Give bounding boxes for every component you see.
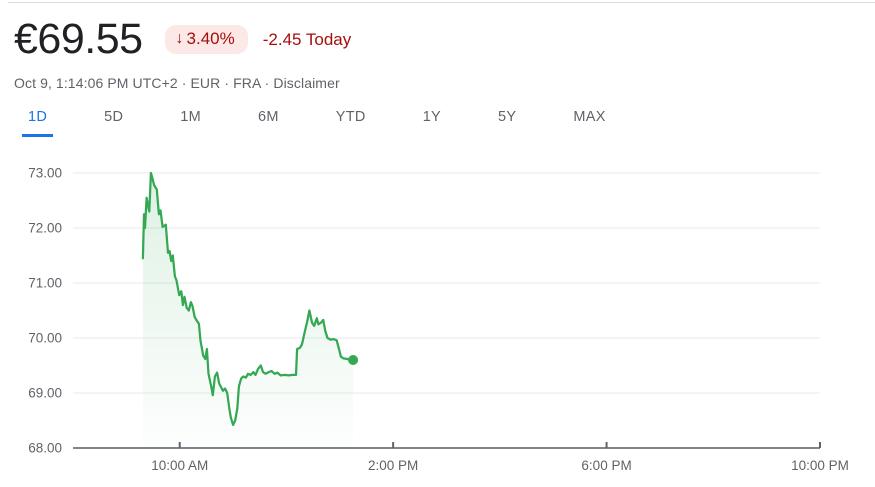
series-area [142,173,354,448]
arrow-down-icon: ↓ [175,30,184,48]
x-tick-label: 2:00 PM [368,458,418,473]
y-tick-label: 72.00 [28,221,62,236]
x-tick-label: 6:00 PM [581,458,631,473]
tab-5y[interactable]: 5Y [492,105,522,137]
series-line [141,171,355,427]
x-tick-label: 10:00 AM [151,458,208,473]
tab-1y[interactable]: 1Y [417,105,447,137]
tab-5d[interactable]: 5D [98,105,129,137]
section-divider [8,2,875,3]
y-tick-label: 71.00 [28,276,62,291]
x-tick-label: 10:00 PM [791,458,849,473]
current-price: €69.55 [14,15,143,63]
change-absolute: -2.45 Today [262,29,352,49]
disclaimer-link[interactable]: Disclaimer [273,75,340,91]
y-tick-label: 73.00 [28,166,62,181]
last-price-dot [348,355,359,365]
range-tabs: 1D 5D 1M 6M YTD 1Y 5Y MAX [22,105,612,137]
tab-ytd[interactable]: YTD [330,105,372,137]
price-chart-canvas[interactable]: 68.00 69.00 70.00 71.00 72.00 73.00 10:00 AM 2:… [0,150,875,487]
change-percent-value: 3.40% [186,28,235,48]
y-tick-label: 70.00 [28,331,62,346]
tab-max[interactable]: MAX [567,105,611,137]
tab-1m[interactable]: 1M [174,105,207,137]
quote-header: €69.55 ↓ 3.40% -2.45 Today Oct 9, 1:14:0… [14,18,351,92]
quote-meta: Oct 9, 1:14:06 PM UTC+2 · EUR · FRA · Di… [14,75,351,91]
tab-6m[interactable]: 6M [252,105,285,137]
price-chart[interactable]: 68.00 69.00 70.00 71.00 72.00 73.00 10:00 AM 2:… [0,150,875,487]
tab-1d[interactable]: 1D [22,105,54,137]
y-tick-label: 69.00 [28,386,62,401]
y-tick-label: 68.00 [28,441,62,456]
quote-timestamp: Oct 9, 1:14:06 PM UTC+2 · EUR · FRA · [14,75,274,91]
change-percent-badge: ↓ 3.40% [164,24,248,55]
x-axis: 10:00 AM 2:00 PM 6:00 PM 10:00 PM [151,442,849,473]
price-row: €69.55 ↓ 3.40% -2.45 Today [14,18,351,61]
